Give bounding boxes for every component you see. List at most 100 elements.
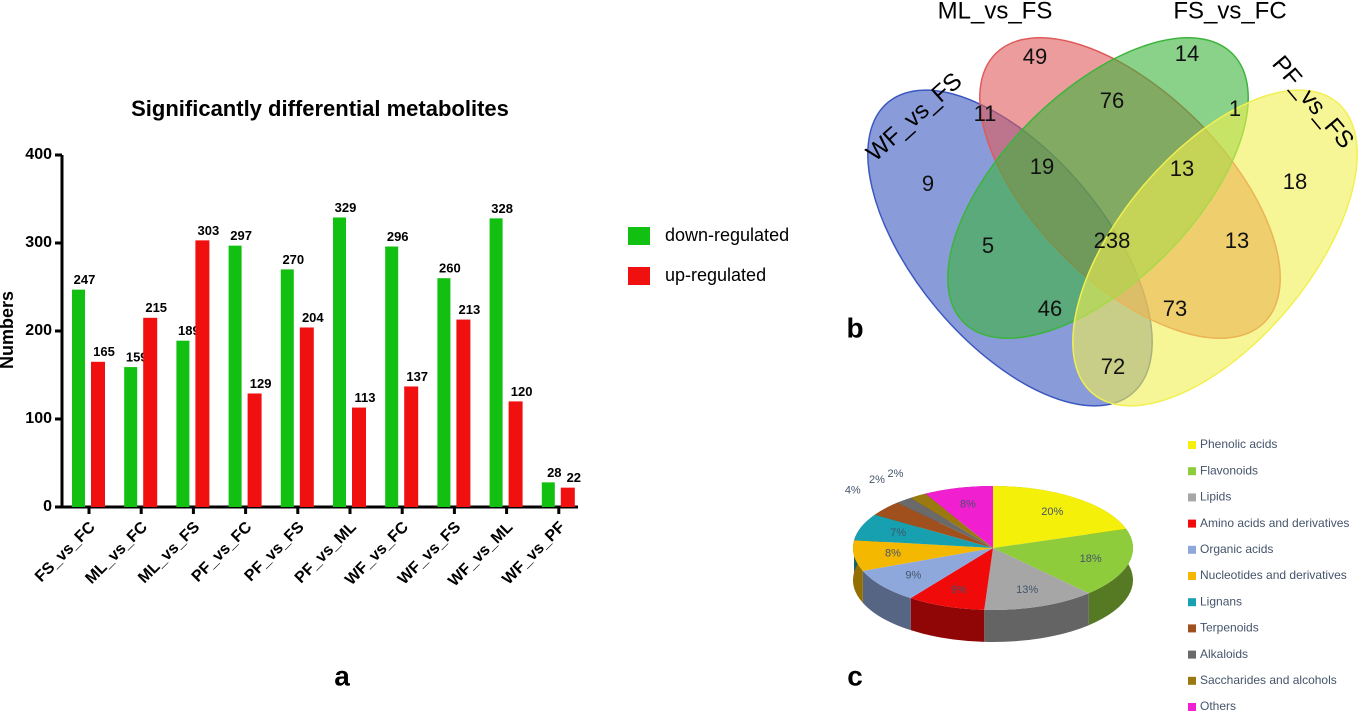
data-label: 137: [406, 369, 428, 384]
region-count: 72: [1101, 354, 1125, 379]
slice: [910, 493, 993, 548]
y-tick-label: 300: [25, 234, 52, 251]
slice: [853, 540, 993, 571]
slice: [862, 548, 993, 599]
slice-side: [984, 593, 1089, 642]
chart-title: Significantly differential metabolites: [131, 96, 509, 121]
slice-label: 13%: [1016, 584, 1038, 596]
legend-swatch: [1188, 441, 1196, 449]
data-label: 159: [126, 350, 148, 365]
region-count: 18: [1283, 169, 1307, 194]
bar: [280, 269, 294, 507]
legend-swatch: [1188, 467, 1196, 476]
region-count: 13: [1225, 228, 1249, 253]
slice: [910, 548, 993, 610]
region-count: 5: [982, 233, 994, 258]
slice-side: [910, 598, 985, 642]
slice: [993, 486, 1127, 548]
legend-swatch: [1188, 676, 1196, 685]
bar: [195, 240, 210, 508]
set-label: ML_vs_FS: [938, 0, 1053, 24]
data-label: 189: [178, 323, 200, 338]
y-axis-label: Numbers: [0, 291, 17, 369]
legend-label: Others: [1200, 699, 1236, 712]
slice-side: [852, 540, 863, 603]
bar: [508, 401, 523, 507]
slice-label: 2%: [869, 474, 885, 486]
data-label: 120: [511, 384, 533, 399]
slice: [993, 528, 1133, 594]
data-label: 260: [439, 261, 461, 276]
slice-side: [1088, 528, 1133, 626]
slice-side: [862, 570, 911, 631]
data-label: 270: [282, 252, 304, 267]
data-label: 129: [250, 376, 272, 391]
slice-label: 9%: [905, 569, 921, 581]
data-label: 296: [387, 229, 409, 244]
legend-swatch: [1188, 598, 1196, 607]
venn-set: [1072, 89, 1358, 407]
legend-label: down-regulated: [665, 225, 789, 245]
bar: [228, 245, 242, 507]
slice: [984, 548, 1089, 611]
legend-swatch: [1188, 572, 1196, 580]
data-label: 213: [459, 302, 481, 317]
bar: [72, 289, 85, 507]
legend-label: Lignans: [1200, 594, 1242, 608]
y-tick-label: 400: [25, 146, 52, 163]
bar: [489, 218, 503, 508]
bar: [352, 407, 366, 507]
region-count: 46: [1038, 296, 1062, 321]
slice: [925, 486, 993, 548]
data-label: 247: [74, 272, 96, 287]
bar: [385, 246, 399, 507]
region-count: 76: [1100, 88, 1124, 113]
legend-label: Alkaloids: [1200, 647, 1248, 661]
legend-label: Phenolic acids: [1200, 437, 1277, 451]
legend-label: Flavonoids: [1200, 463, 1258, 477]
data-label: 297: [230, 228, 252, 243]
data-label: 215: [145, 300, 167, 315]
bar: [247, 393, 262, 507]
data-label: 303: [198, 223, 220, 238]
bar: [143, 317, 158, 507]
region-count: 1: [1229, 96, 1241, 121]
slice: [897, 497, 993, 548]
bar: [299, 327, 314, 507]
slice-label: 18%: [1080, 553, 1102, 565]
data-label: 328: [491, 201, 513, 216]
panel-label: b: [846, 312, 863, 343]
data-label: 28: [547, 465, 561, 480]
region-count: 19: [1030, 154, 1054, 179]
bar: [124, 367, 138, 507]
slice-label: 20%: [1041, 506, 1063, 518]
region-count: 49: [1023, 44, 1047, 69]
region-count: 238: [1094, 228, 1131, 253]
slice: [874, 502, 993, 548]
slice-label: 2%: [888, 468, 904, 480]
region-count: 14: [1175, 41, 1199, 66]
data-label: 113: [355, 390, 376, 405]
slice: [854, 514, 993, 548]
region-count: 9: [922, 171, 934, 196]
legend-label: Amino acids and derivatives: [1200, 516, 1349, 530]
legend-label: Terpenoids: [1200, 621, 1259, 635]
legend-label: Lipids: [1200, 490, 1231, 504]
slice-label: 8%: [960, 499, 976, 511]
legend-label: Nucleotides and derivatives: [1200, 568, 1347, 582]
region-count: 13: [1170, 156, 1194, 181]
bar: [91, 361, 105, 507]
legend-label: Saccharides and alcohols: [1200, 673, 1337, 687]
legend-swatch: [628, 227, 650, 245]
legend-swatch: [1188, 703, 1196, 711]
legend-swatch: [628, 267, 650, 285]
region-count: 11: [974, 101, 997, 126]
data-label: 204: [302, 310, 324, 325]
legend-swatch: [1188, 650, 1196, 659]
legend-swatch: [1188, 493, 1196, 502]
panel-label: a: [334, 660, 350, 691]
data-label: 329: [335, 200, 357, 215]
legend-swatch: [1188, 519, 1196, 528]
legend-label: Organic acids: [1200, 542, 1273, 556]
